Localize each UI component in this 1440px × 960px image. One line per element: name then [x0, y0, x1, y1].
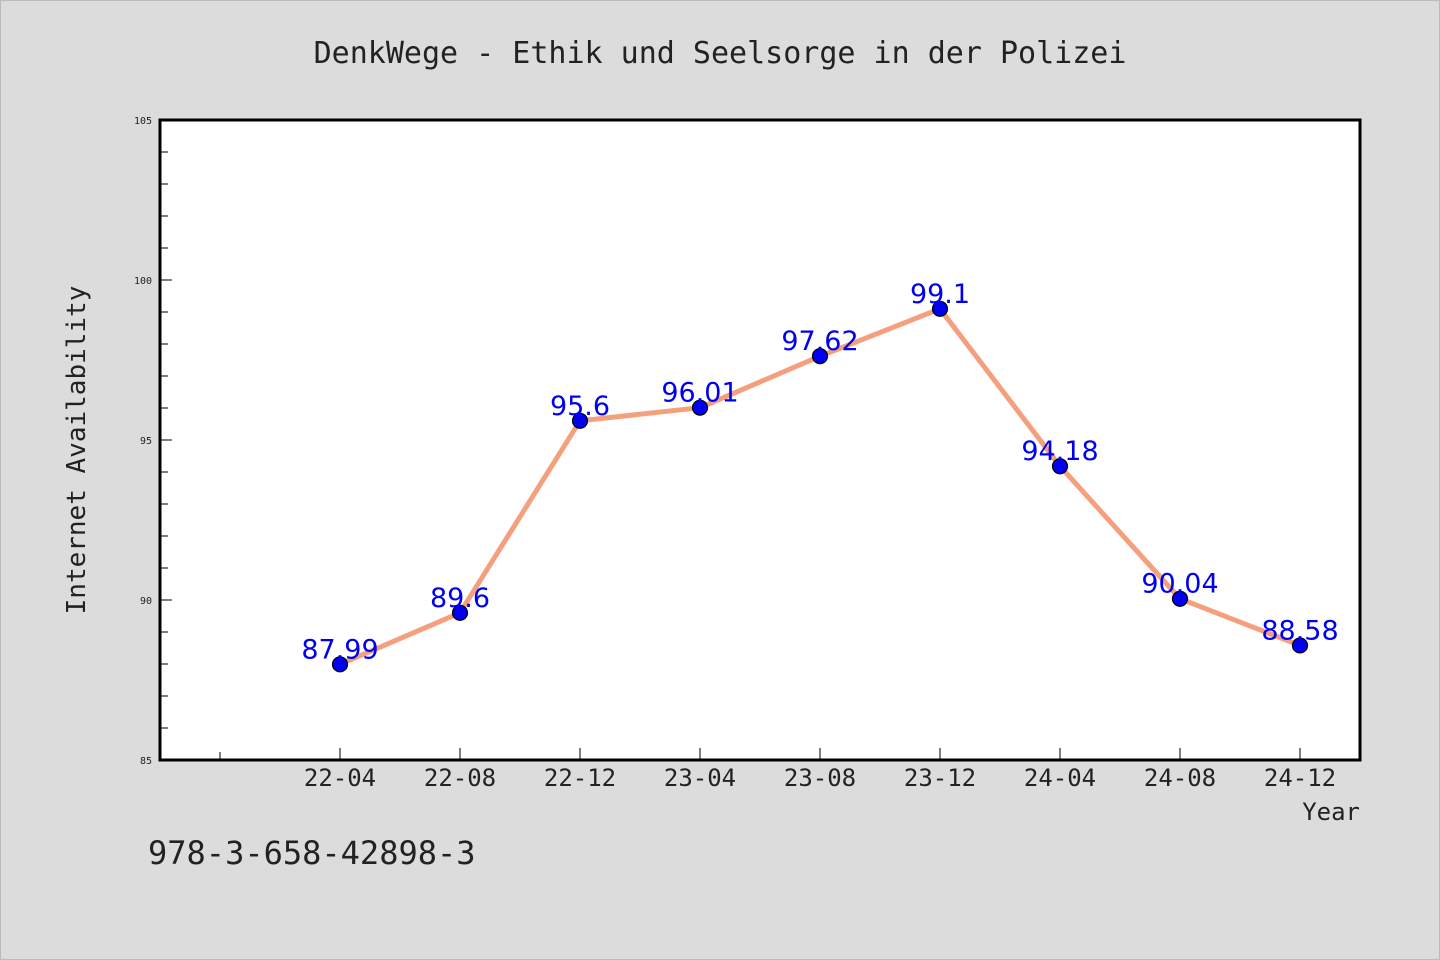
- x-tick-label: 22-12: [544, 764, 616, 792]
- data-point: [811, 348, 829, 365]
- data-label: 96.01: [661, 378, 738, 409]
- y-tick-label: 95: [140, 436, 152, 447]
- x-axis: 22-04 22-08 22-12 23-04 23-08 23-12 24-04 24-08…: [219, 748, 1336, 792]
- x-tick-label: 24-12: [1264, 764, 1336, 792]
- y-tick-label: 100: [134, 276, 152, 287]
- y-axis: 85 90 95 100 105: [134, 116, 172, 767]
- x-axis-label: Year: [1302, 798, 1360, 826]
- data-point: [1171, 590, 1189, 607]
- chart-title: DenkWege - Ethik und Seelsorge in der Po…: [314, 36, 1127, 71]
- data-label: 87.99: [301, 634, 378, 665]
- x-tick-label: 22-04: [304, 764, 376, 792]
- y-tick-label: 90: [140, 596, 152, 607]
- data-point: [1051, 458, 1069, 475]
- x-tick-label: 23-12: [904, 764, 976, 792]
- x-tick-label: 22-08: [424, 764, 496, 792]
- x-tick-label: 23-08: [784, 764, 856, 792]
- x-tick-label: 24-08: [1144, 764, 1216, 792]
- data-label: 89.6: [430, 583, 490, 614]
- data-markers: [331, 300, 1309, 673]
- x-tick-label: 23-04: [664, 764, 736, 792]
- data-point: [451, 604, 469, 621]
- data-point: [1291, 637, 1309, 654]
- data-point: [691, 399, 709, 416]
- data-point: [331, 656, 349, 673]
- data-point: [931, 300, 949, 317]
- y-tick-label: 85: [140, 756, 152, 767]
- data-label: 94.18: [1021, 436, 1098, 467]
- data-label: 90.04: [1141, 569, 1218, 600]
- y-tick-label: 105: [134, 116, 152, 127]
- data-label: 99.1: [910, 279, 970, 310]
- isbn-text: 978-3-658-42898-3: [148, 834, 476, 872]
- data-point: [571, 412, 589, 429]
- data-label: 88.58: [1261, 615, 1338, 646]
- y-axis-label: Internet Availability: [62, 286, 92, 615]
- data-label: 95.6: [550, 391, 610, 422]
- x-tick-label: 24-04: [1024, 764, 1096, 792]
- data-label: 97.62: [781, 326, 858, 357]
- data-labels: 87.99 89.6 95.6 96.01 97.62 99.1 94.18 90.04 88.…: [301, 279, 1338, 666]
